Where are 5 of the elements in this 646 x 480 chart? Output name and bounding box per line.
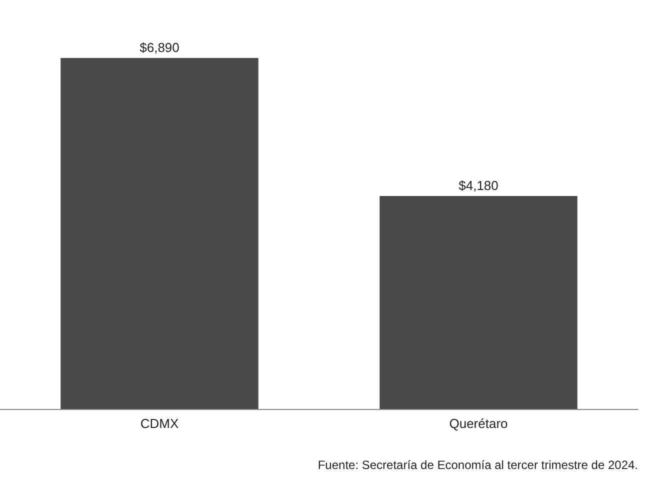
data-label: $4,180 [458,178,498,194]
data-label: $6,890 [140,40,180,55]
x-tick-label: Querétaro [449,416,508,431]
x-tick-label: CDMX [140,416,179,431]
source-note: Fuente: Secretaría de Economía al tercer trimestre de 2024. [318,458,638,472]
